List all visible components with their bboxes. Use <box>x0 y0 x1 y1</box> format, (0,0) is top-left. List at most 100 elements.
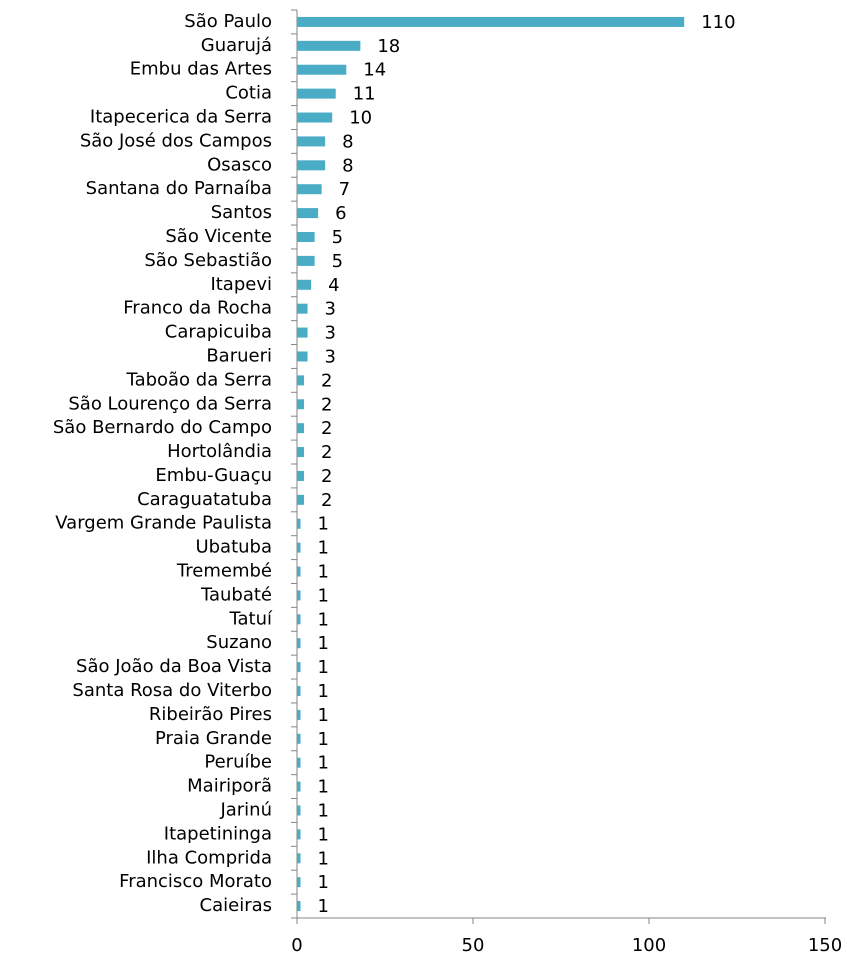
value-label: 5 <box>332 227 343 248</box>
bar <box>297 184 322 195</box>
y-tick-label: Cotia <box>225 83 272 104</box>
y-tick-label: Jarinú <box>219 799 272 820</box>
bar <box>297 686 301 696</box>
bar <box>297 399 305 410</box>
value-label: 2 <box>321 394 332 415</box>
bar <box>297 303 308 314</box>
bar <box>297 518 301 529</box>
value-label: 1 <box>318 896 329 917</box>
value-label: 1 <box>318 657 329 678</box>
y-tick-label: São Sebastião <box>144 250 272 271</box>
value-label: 11 <box>353 84 376 105</box>
y-tick-label: Caieiras <box>200 895 272 916</box>
bar <box>297 351 308 362</box>
y-tick-label: Vargem Grande Paulista <box>55 513 272 534</box>
y-tick-label: Taubaté <box>200 584 272 605</box>
bar <box>297 542 301 553</box>
y-tick-label: Carapicuiba <box>165 322 272 343</box>
value-label: 1 <box>318 514 329 535</box>
value-label: 1 <box>318 633 329 654</box>
bar <box>297 88 336 99</box>
bar <box>297 279 312 290</box>
value-label: 3 <box>325 346 336 367</box>
bar <box>297 566 301 577</box>
bar <box>297 781 301 792</box>
value-label: 18 <box>377 36 400 57</box>
value-label: 10 <box>349 108 372 129</box>
value-label: 4 <box>328 275 339 296</box>
y-tick-label: Embu-Guaçu <box>155 465 272 486</box>
y-tick-label: Barueri <box>206 345 272 366</box>
y-tick-label: Suzano <box>206 632 272 653</box>
value-label: 1 <box>318 705 329 726</box>
y-tick-label: Praia Grande <box>155 728 272 749</box>
bar <box>297 901 301 912</box>
bar <box>297 590 301 601</box>
value-label: 2 <box>321 418 332 439</box>
value-label: 1 <box>318 729 329 750</box>
bar <box>297 375 305 386</box>
bar <box>297 40 361 51</box>
bar <box>297 877 301 888</box>
value-label: 1 <box>318 872 329 893</box>
bar <box>297 662 301 673</box>
value-label: 8 <box>342 155 353 176</box>
y-tick-label: Guarujá <box>201 35 272 56</box>
bar <box>297 638 301 649</box>
x-tick-label: 0 <box>291 935 302 956</box>
bar <box>297 208 319 219</box>
bar <box>297 470 305 481</box>
y-tick-label: Santa Rosa do Viterbo <box>72 680 272 701</box>
y-tick-label: Franco da Rocha <box>123 298 272 319</box>
y-tick-label: Ribeirão Pires <box>149 704 272 725</box>
bar <box>297 423 305 434</box>
y-tick-label: Francisco Morato <box>119 871 272 892</box>
value-label: 1 <box>318 609 329 630</box>
y-tick-label: Itapecerica da Serra <box>90 107 272 128</box>
value-label: 1 <box>318 777 329 798</box>
y-tick-label: São Paulo <box>184 11 272 32</box>
value-label: 2 <box>321 466 332 487</box>
value-label: 1 <box>318 585 329 606</box>
bar <box>297 447 305 458</box>
value-label: 1 <box>318 824 329 845</box>
value-label: 2 <box>321 442 332 463</box>
value-label: 8 <box>342 131 353 152</box>
value-label: 110 <box>701 12 735 33</box>
value-label: 3 <box>325 323 336 344</box>
y-tick-label: Tatuí <box>228 608 273 629</box>
bar <box>297 853 301 864</box>
bar <box>297 327 308 338</box>
value-label: 3 <box>325 299 336 320</box>
y-tick-label: Osasco <box>207 154 272 175</box>
y-tick-label: Embu das Artes <box>130 59 272 80</box>
y-tick-label: Itapevi <box>210 274 272 295</box>
bar <box>297 64 347 75</box>
y-tick-label: Ubatuba <box>195 537 272 558</box>
bar <box>297 494 305 505</box>
y-tick-label: Itapetininga <box>164 823 272 844</box>
bar <box>297 255 315 266</box>
x-tick-label: 100 <box>632 935 666 956</box>
bar <box>297 757 301 768</box>
value-label: 14 <box>363 60 386 81</box>
bar <box>297 709 301 720</box>
bar <box>297 232 315 242</box>
bar <box>297 136 326 147</box>
bar <box>297 614 301 625</box>
y-tick-label: Mairiporã <box>187 776 272 797</box>
y-tick-label: Caraguatatuba <box>137 489 272 510</box>
value-label: 1 <box>318 538 329 559</box>
value-label: 1 <box>318 562 329 583</box>
y-tick-label: São Lourenço da Serra <box>68 393 272 414</box>
y-tick-label: Hortolândia <box>167 441 272 462</box>
value-label: 6 <box>335 203 346 224</box>
y-tick-label: Santos <box>211 202 272 223</box>
bar <box>297 112 333 123</box>
bar <box>297 805 301 816</box>
value-label: 7 <box>339 179 350 200</box>
x-tick-label: 50 <box>462 935 485 956</box>
bar <box>297 733 301 744</box>
value-label: 2 <box>321 370 332 391</box>
